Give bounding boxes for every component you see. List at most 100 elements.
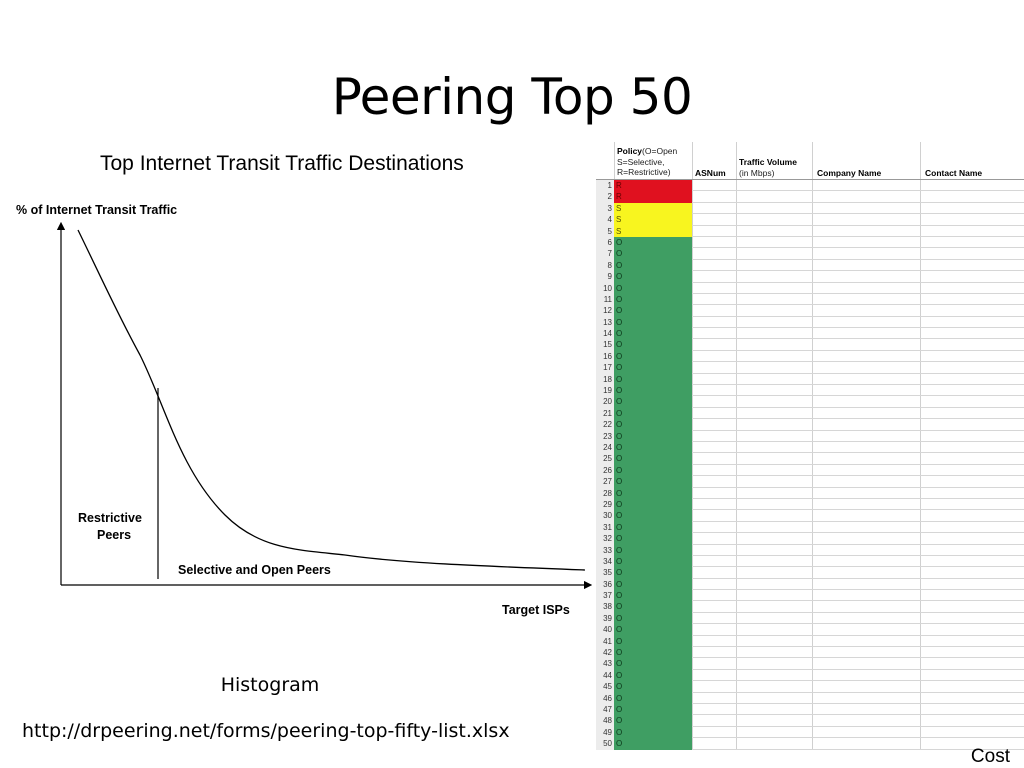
sheet-row: 44 O (596, 669, 1024, 682)
policy-header-title: Policy (617, 146, 643, 156)
row-number: 40 (596, 624, 614, 636)
sheet-row: 12 O (596, 305, 1024, 317)
sheet-row: 26 O (596, 464, 1024, 477)
policy-cell: O (614, 612, 692, 625)
sheet-gridline (692, 142, 693, 750)
sheet-gridline (736, 142, 737, 750)
cost-label: Cost (970, 746, 1010, 767)
sheet-row: 20 O (596, 396, 1024, 408)
sheet-row: 41 O (596, 635, 1024, 648)
policy-cell: O (614, 590, 692, 602)
policy-cell: O (614, 669, 692, 682)
policy-cell: O (614, 510, 692, 522)
sheet-row: 15 O (596, 339, 1024, 351)
selective-open-label: Selective and Open Peers (178, 563, 331, 577)
traffic-volume-header-unit: (in Mbps) (739, 167, 775, 178)
sheet-row: 29 O (596, 498, 1024, 511)
policy-cell: O (614, 339, 692, 351)
policy-cell: O (614, 487, 692, 499)
policy-cell: O (614, 647, 692, 659)
row-number: 22 (596, 419, 614, 431)
row-number: 4 (596, 214, 614, 226)
contact-name-header: Contact Name (925, 168, 983, 178)
restrictive-label-line2: Peers (97, 528, 131, 542)
row-number: 44 (596, 669, 614, 682)
row-number: 28 (596, 487, 614, 499)
sheet-row: 45 O (596, 681, 1024, 693)
row-number: 27 (596, 476, 614, 488)
policy-cell: R (614, 191, 692, 203)
row-number: 20 (596, 396, 614, 408)
asnum-header: ASNum (695, 168, 726, 178)
sheet-row: 46 O (596, 692, 1024, 704)
sheet-row: 34 O (596, 555, 1024, 568)
row-number: 14 (596, 328, 614, 340)
row-number: 46 (596, 692, 614, 704)
sheet-header-row: Policy(O=Open S=Selective, R=Restrictive… (596, 142, 1024, 180)
policy-cell: S (614, 214, 692, 226)
policy-cell: O (614, 601, 692, 613)
policy-cell: O (614, 578, 692, 591)
traffic-curve (77, 229, 586, 571)
policy-cell: O (614, 703, 692, 716)
row-number: 9 (596, 271, 614, 283)
policy-cell: S (614, 225, 692, 237)
policy-cell: O (614, 259, 692, 272)
sheet-row: 30 O (596, 510, 1024, 522)
sheet-row: 21 O (596, 407, 1024, 420)
policy-cell: O (614, 282, 692, 294)
sheet-gridline (812, 142, 813, 750)
policy-cell: O (614, 521, 692, 534)
policy-cell: O (614, 464, 692, 477)
sheet-row: 43 O (596, 658, 1024, 670)
policy-cell: O (614, 430, 692, 442)
policy-cell: O (614, 476, 692, 488)
row-number: 8 (596, 259, 614, 272)
sheet-row: 49 O (596, 726, 1024, 739)
policy-cell: O (614, 407, 692, 420)
row-number: 10 (596, 282, 614, 294)
policy-cell: O (614, 692, 692, 704)
sheet-row: 18 O (596, 373, 1024, 386)
policy-cell: O (614, 271, 692, 283)
row-number: 42 (596, 647, 614, 659)
sheet-row: 27 O (596, 476, 1024, 488)
sheet-row: 50 O (596, 738, 1024, 750)
sheet-rows: 1 R 2 R 3 S 4 S 5 S 6 O 7 O 8 O 9 O 10 O 11 O 12 O 13 O 14 O 15 O 16 O 1… (596, 180, 1024, 750)
policy-cell: O (614, 385, 692, 397)
traffic-volume-header-title: Traffic Volume (739, 157, 797, 167)
row-number: 37 (596, 590, 614, 602)
row-number: 6 (596, 236, 614, 249)
policy-cell: O (614, 533, 692, 545)
sheet-row: 42 O (596, 647, 1024, 659)
transit-traffic-diagram: % of Internet Transit Traffic Restrictiv… (16, 203, 593, 617)
row-number: 18 (596, 373, 614, 386)
row-number: 32 (596, 533, 614, 545)
row-number: 49 (596, 726, 614, 739)
row-number: 12 (596, 305, 614, 317)
policy-cell: O (614, 453, 692, 465)
policy-header-restrictive: R=Restrictive) (617, 167, 671, 177)
sheet-row: 17 O (596, 362, 1024, 374)
sheet-gridline (920, 142, 921, 750)
company-name-header: Company Name (817, 168, 882, 178)
policy-cell: O (614, 658, 692, 670)
policy-cell: O (614, 362, 692, 374)
policy-cell: O (614, 544, 692, 556)
sheet-row: 40 O (596, 624, 1024, 636)
policy-cell: O (614, 681, 692, 693)
row-number: 25 (596, 453, 614, 465)
y-axis-label: % of Internet Transit Traffic (16, 203, 177, 217)
sheet-row: 37 O (596, 590, 1024, 602)
sheet-row: 24 O (596, 441, 1024, 454)
sheet-row: 23 O (596, 430, 1024, 442)
histogram-caption: Histogram (220, 674, 320, 696)
policy-cell: O (614, 738, 692, 750)
policy-cell: O (614, 498, 692, 511)
peering-top-50-sheet: Policy(O=Open S=Selective, R=Restrictive… (596, 142, 1024, 750)
row-number: 41 (596, 635, 614, 648)
